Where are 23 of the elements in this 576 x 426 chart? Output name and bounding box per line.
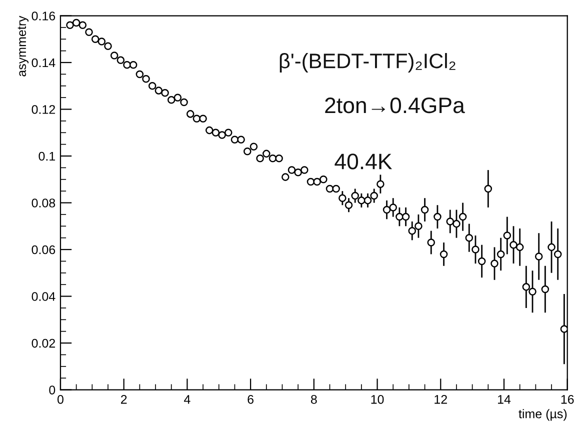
x-tick-label: 10: [371, 394, 384, 404]
y-tick-label: 0.12: [32, 105, 55, 114]
x-tick-label: 16: [561, 394, 574, 404]
y-tick-label: 0.04: [32, 292, 56, 301]
y-tick-label: 0: [49, 386, 56, 394]
x-tick-label: 12: [434, 394, 447, 404]
x-tick-label: 14: [498, 395, 511, 404]
y-tick-label: 0.06: [32, 245, 56, 254]
x-tick-label: 2: [120, 394, 127, 404]
y-tick-label: 0.08: [32, 198, 56, 208]
annotation: 40.4K: [334, 154, 392, 170]
x-tick-label: 8: [310, 394, 317, 404]
y-tick-label: 0.14: [32, 58, 56, 68]
y-tick-label: 0.1: [38, 152, 56, 161]
y-tick-label: 0.16: [32, 12, 56, 20]
x-axis-title: time (µs): [518, 409, 567, 421]
x-tick-label: 6: [248, 394, 254, 404]
annotation: 2ton→0.4GPa: [325, 97, 465, 114]
y-tick-label: 0.02: [32, 338, 55, 348]
y-axis-title: asymmetry: [18, 16, 29, 76]
annotation: β'-(BEDT-TTF)₂ICl₂: [280, 53, 456, 72]
x-tick-label: 0: [57, 394, 64, 404]
x-tick-label: 4: [184, 395, 190, 404]
